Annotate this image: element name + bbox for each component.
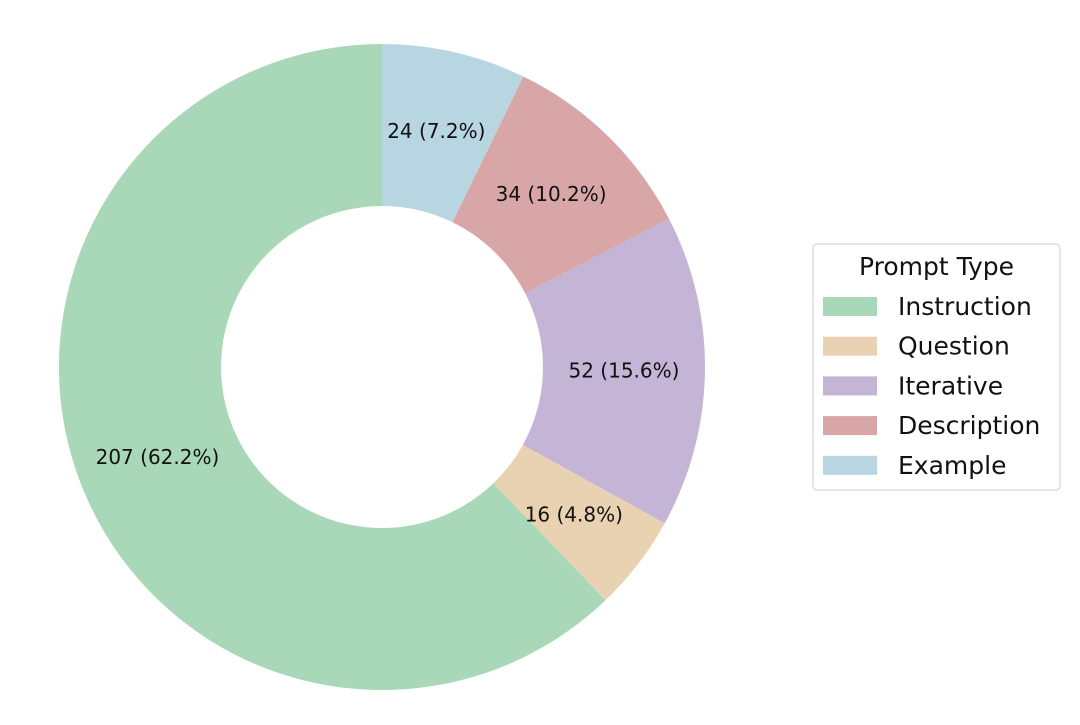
legend-swatch-instruction (823, 297, 877, 316)
slice-label-question: 16 (4.8%) (525, 503, 623, 527)
slice-label-instruction: 207 (62.2%) (96, 445, 220, 469)
slice-instruction (58, 44, 606, 690)
legend-label-example: Example (898, 451, 1006, 480)
slice-question (493, 444, 665, 601)
legend-label-instruction: Instruction (898, 292, 1032, 321)
slice-label-description: 34 (10.2%) (496, 182, 607, 206)
legend-swatch-example (823, 455, 877, 475)
slice-label-iterative: 52 (15.6%) (568, 358, 679, 382)
slice-example (382, 44, 524, 223)
slice-labels: 207 (62.2%) 16 (4.8%) 52 (15.6%) 34 (10.2%)… (96, 119, 680, 526)
legend-items: Instruction Question Iterative Description E… (823, 292, 1040, 480)
slice-label-example: 24 (7.2%) (387, 119, 485, 143)
legend: Prompt Type Instruction Question Iterative… (812, 243, 1061, 491)
legend-swatch-description (823, 416, 877, 436)
legend-swatch-question (823, 336, 877, 356)
legend-title: Prompt Type (859, 252, 1014, 281)
slice-iterative (522, 218, 705, 524)
slice-description (452, 76, 670, 294)
legend-swatch-iterative (823, 376, 877, 396)
legend-label-iterative: Iterative (898, 371, 1003, 400)
donut-slices (58, 44, 705, 690)
legend-label-question: Question (898, 332, 1010, 361)
legend-label-description: Description (898, 411, 1040, 440)
